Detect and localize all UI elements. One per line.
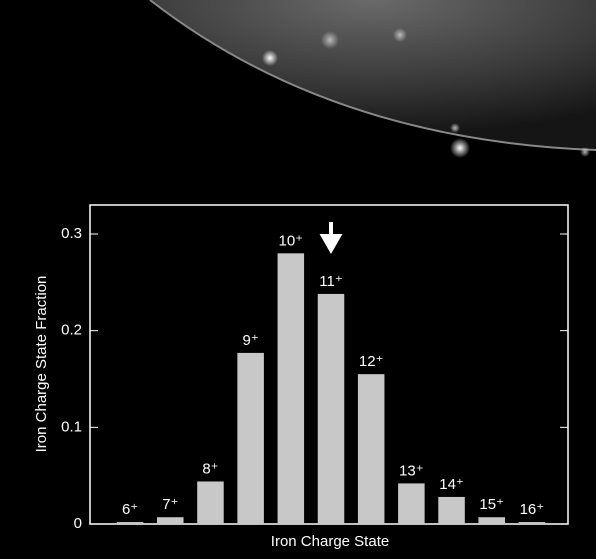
bar [237,353,264,524]
y-axis-label: Iron Charge State Fraction [33,276,50,453]
bright-spot [580,147,590,157]
bright-spot [262,50,278,66]
bar [358,374,385,524]
bright-spot [321,31,339,49]
bar [398,483,425,524]
x-axis-label: Iron Charge State [271,533,389,550]
y-tick-label: 0.1 [61,418,82,435]
bar-label: 16⁺ [520,501,545,518]
bar [438,497,465,524]
bar-label: 15⁺ [479,496,504,513]
bar-label: 9⁺ [243,332,259,349]
chart: Iron Charge State Iron Charge State Frac… [0,0,596,559]
bar [519,522,546,524]
bar-label: 6⁺ [122,501,138,518]
y-tick-label: 0 [74,515,82,532]
bar [197,481,224,524]
bar-label: 10⁺ [279,232,304,249]
bar-label: 11⁺ [319,273,343,290]
bar-label: 8⁺ [202,460,218,477]
bar-label: 7⁺ [162,496,178,513]
y-tick-label: 0.2 [61,322,82,339]
bar [278,253,305,524]
bar [117,522,144,524]
bright-spot [450,123,460,133]
bar-label: 13⁺ [399,462,424,479]
bright-spot [450,138,470,158]
bar [478,517,505,524]
bar [157,517,184,524]
bright-spot [393,28,407,42]
bar-label: 12⁺ [359,353,384,370]
y-tick-label: 0.3 [61,225,82,242]
bar [318,294,345,524]
bar-label: 14⁺ [439,476,464,493]
